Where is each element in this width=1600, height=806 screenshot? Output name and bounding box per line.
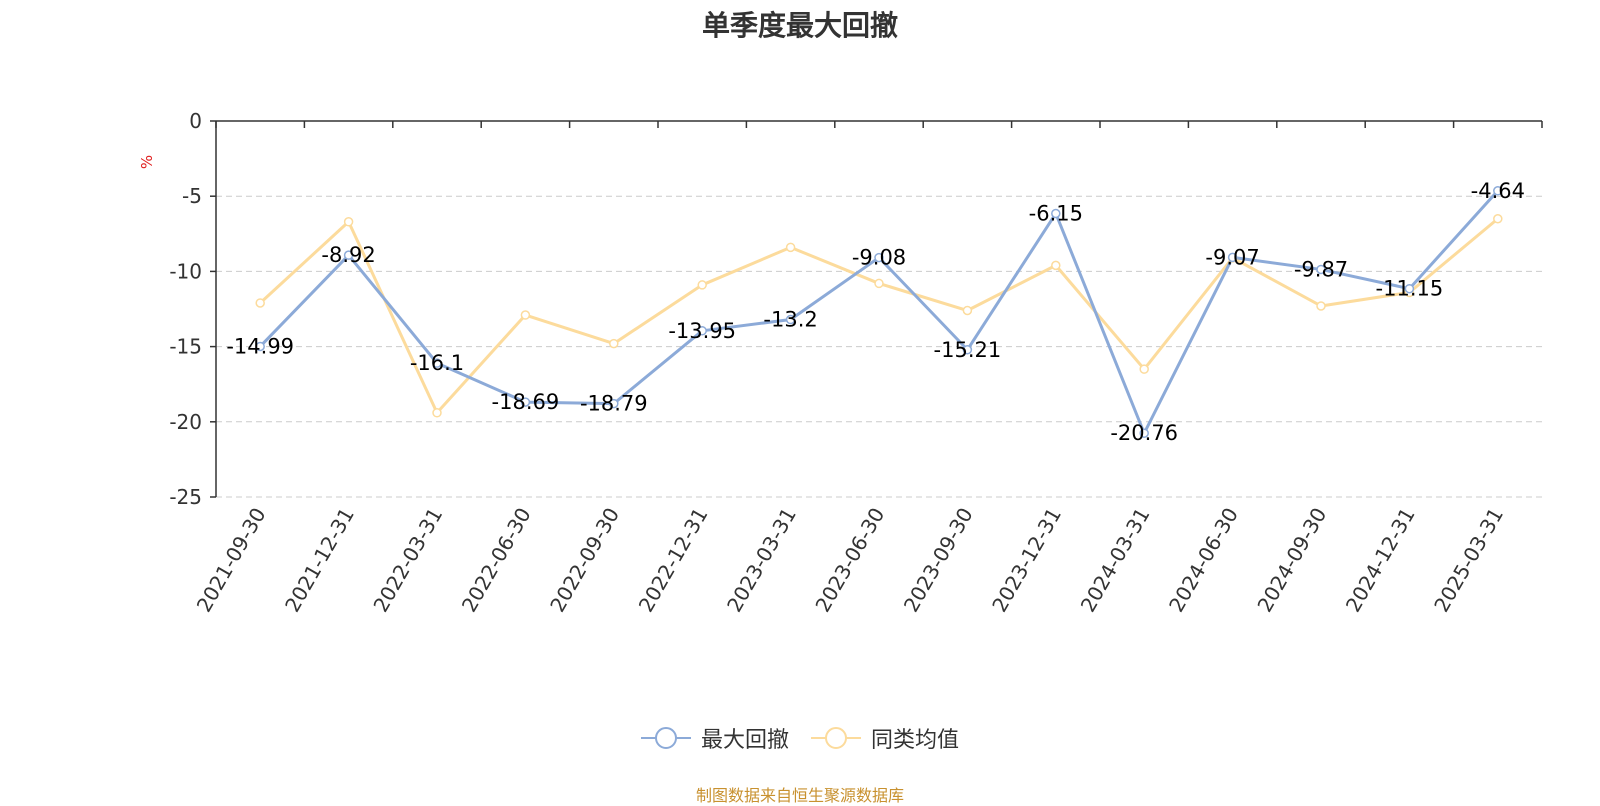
- legend-label: 最大回撤: [700, 728, 789, 753]
- data-label: -8.92: [321, 243, 375, 267]
- data-point-peer-average[interactable]: [697, 280, 707, 290]
- data-label: -13.2: [763, 308, 817, 332]
- data-point-max-drawdown[interactable]: [1139, 428, 1149, 438]
- data-point-max-drawdown[interactable]: [1493, 186, 1503, 196]
- x-tick-label: 2024-12-31: [1341, 504, 1420, 617]
- data-point-max-drawdown[interactable]: [609, 398, 619, 409]
- data-point-peer-average[interactable]: [432, 408, 442, 418]
- x-tick-label: 2023-03-31: [722, 504, 801, 617]
- x-tick-label: 2024-06-30: [1164, 504, 1243, 617]
- data-label: -13.95: [668, 319, 736, 343]
- data-label: -14.99: [226, 334, 294, 358]
- x-tick-label: 2022-06-30: [457, 504, 536, 617]
- data-point-max-drawdown[interactable]: [1051, 208, 1061, 219]
- x-tick-label: 2024-03-31: [1076, 504, 1155, 617]
- data-label: -18.79: [580, 392, 648, 416]
- series-line-max-drawdown: [258, 189, 1500, 435]
- y-tick-label: -20: [169, 410, 202, 434]
- x-tick-label: 2024-09-30: [1252, 504, 1331, 617]
- legend: 最大回撤 同类均值: [0, 722, 1600, 754]
- y-axis-unit-label: %: [138, 155, 156, 169]
- legend-item-peer-average[interactable]: 同类均值: [811, 722, 959, 754]
- series-markers: [255, 186, 1503, 438]
- series-lines: [258, 189, 1500, 435]
- data-point-max-drawdown[interactable]: [432, 358, 442, 368]
- data-label: -20.76: [1110, 421, 1178, 445]
- legend-line-circle-icon: [811, 727, 861, 749]
- data-point-max-drawdown[interactable]: [785, 314, 796, 325]
- data-point-peer-average[interactable]: [962, 305, 973, 316]
- data-point-peer-average[interactable]: [1139, 364, 1149, 374]
- data-point-peer-average[interactable]: [1316, 301, 1326, 311]
- data-label: -9.07: [1205, 245, 1259, 269]
- data-label: -15.21: [934, 338, 1002, 362]
- grid-lines: [216, 195, 1542, 498]
- legend-line-circle-icon: [640, 727, 691, 749]
- data-label: -16.1: [410, 351, 464, 375]
- chart-title: 单季度最大回撤: [701, 9, 898, 42]
- data-point-max-drawdown[interactable]: [697, 326, 707, 336]
- data-point-peer-average[interactable]: [785, 242, 796, 253]
- x-tick-label: 2025-03-31: [1429, 504, 1508, 617]
- legend-item-max-drawdown[interactable]: 最大回撤: [640, 722, 789, 754]
- data-point-peer-average[interactable]: [1493, 214, 1503, 224]
- data-label: -6.15: [1029, 201, 1083, 225]
- data-label: -9.08: [852, 246, 906, 270]
- axes: [210, 120, 1543, 498]
- data-point-peer-average[interactable]: [520, 310, 531, 320]
- y-tick-label: -25: [169, 485, 202, 509]
- data-labels: -14.99 -8.92 -16.1 -18.69 -18.79 -13.95 -13.2 -…: [226, 179, 1525, 445]
- data-point-peer-average[interactable]: [874, 278, 884, 289]
- y-tick-label: 0: [189, 109, 202, 133]
- x-tick-label: 2023-06-30: [810, 504, 889, 617]
- data-label: -18.69: [492, 390, 560, 414]
- legend-label: 同类均值: [871, 728, 960, 753]
- x-tick-label: 2023-12-31: [987, 504, 1066, 617]
- x-tick-label: 2022-12-31: [634, 504, 713, 617]
- y-tick-label: -10: [169, 259, 202, 283]
- x-tick-label: 2021-09-30: [192, 504, 271, 617]
- data-point-peer-average[interactable]: [343, 217, 354, 227]
- x-tick-label: 2022-03-31: [368, 504, 447, 617]
- data-point-max-drawdown[interactable]: [1227, 252, 1238, 263]
- data-label: -9.87: [1294, 257, 1348, 281]
- data-point-max-drawdown[interactable]: [343, 250, 354, 260]
- source-note: 制图数据来自恒生聚源数据库: [695, 786, 904, 805]
- data-point-max-drawdown[interactable]: [1316, 264, 1326, 275]
- y-tick-labels: 0 -5 -10 -15 -20 -25: [169, 109, 202, 509]
- data-point-peer-average[interactable]: [1051, 260, 1061, 271]
- x-tick-label: 2021-12-31: [280, 504, 359, 617]
- y-tick-label: -15: [169, 335, 202, 359]
- data-label: -4.64: [1471, 179, 1525, 203]
- x-tick-label: 2023-09-30: [899, 504, 978, 617]
- data-point-max-drawdown[interactable]: [874, 252, 884, 263]
- data-point-max-drawdown[interactable]: [255, 341, 265, 352]
- data-point-max-drawdown[interactable]: [1404, 283, 1415, 294]
- data-label: -11.15: [1376, 277, 1444, 301]
- x-tick-labels: 2021-09-30 2021-12-31 2022-03-31 2022-06-30…: [192, 504, 1509, 617]
- y-tick-label: -5: [182, 184, 202, 208]
- data-point-peer-average[interactable]: [609, 338, 619, 349]
- x-tick-label: 2022-09-30: [545, 504, 624, 617]
- data-point-max-drawdown[interactable]: [520, 397, 531, 407]
- data-point-max-drawdown[interactable]: [962, 345, 973, 355]
- data-point-peer-average[interactable]: [255, 298, 265, 308]
